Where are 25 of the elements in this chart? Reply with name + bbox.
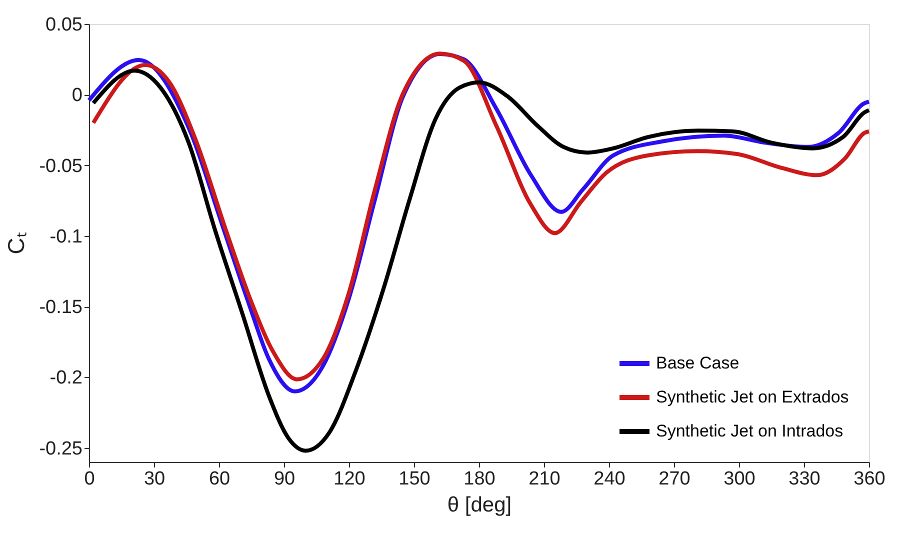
- x-tick-label: 30: [144, 468, 166, 490]
- y-tick-label: -0.25: [39, 438, 82, 460]
- legend-label: Base Case: [656, 354, 740, 372]
- y-tick-label: -0.05: [39, 156, 82, 177]
- legend-label: Synthetic Jet on Intrados: [656, 422, 844, 440]
- x-axis-title: θ [deg]: [447, 494, 512, 516]
- x-tick-label: 180: [464, 468, 496, 490]
- x-tick-label: 150: [398, 468, 430, 490]
- y-tick-label: -0.2: [50, 368, 82, 389]
- y-tick-label: 0: [72, 85, 82, 106]
- x-tick-label: 270: [658, 468, 690, 490]
- y-axis-title: Cₜ: [3, 232, 30, 254]
- x-tick-label: 360: [854, 468, 886, 490]
- x-tick-label: 120: [334, 468, 366, 490]
- y-tick-label: -0.15: [39, 297, 82, 318]
- x-tick-label: 60: [208, 468, 230, 490]
- x-tick-label: 210: [528, 468, 560, 490]
- x-tick-label: 240: [594, 468, 626, 490]
- x-tick-label: 330: [788, 468, 820, 490]
- line-series: [91, 68, 871, 453]
- y-tick-label: -0.1: [50, 226, 82, 248]
- y-tick-label: 0.05: [46, 14, 82, 36]
- legend-label: Synthetic Jet on Extrados: [656, 388, 849, 406]
- x-tick-label: 90: [274, 468, 296, 490]
- x-tick-label: 300: [724, 468, 756, 490]
